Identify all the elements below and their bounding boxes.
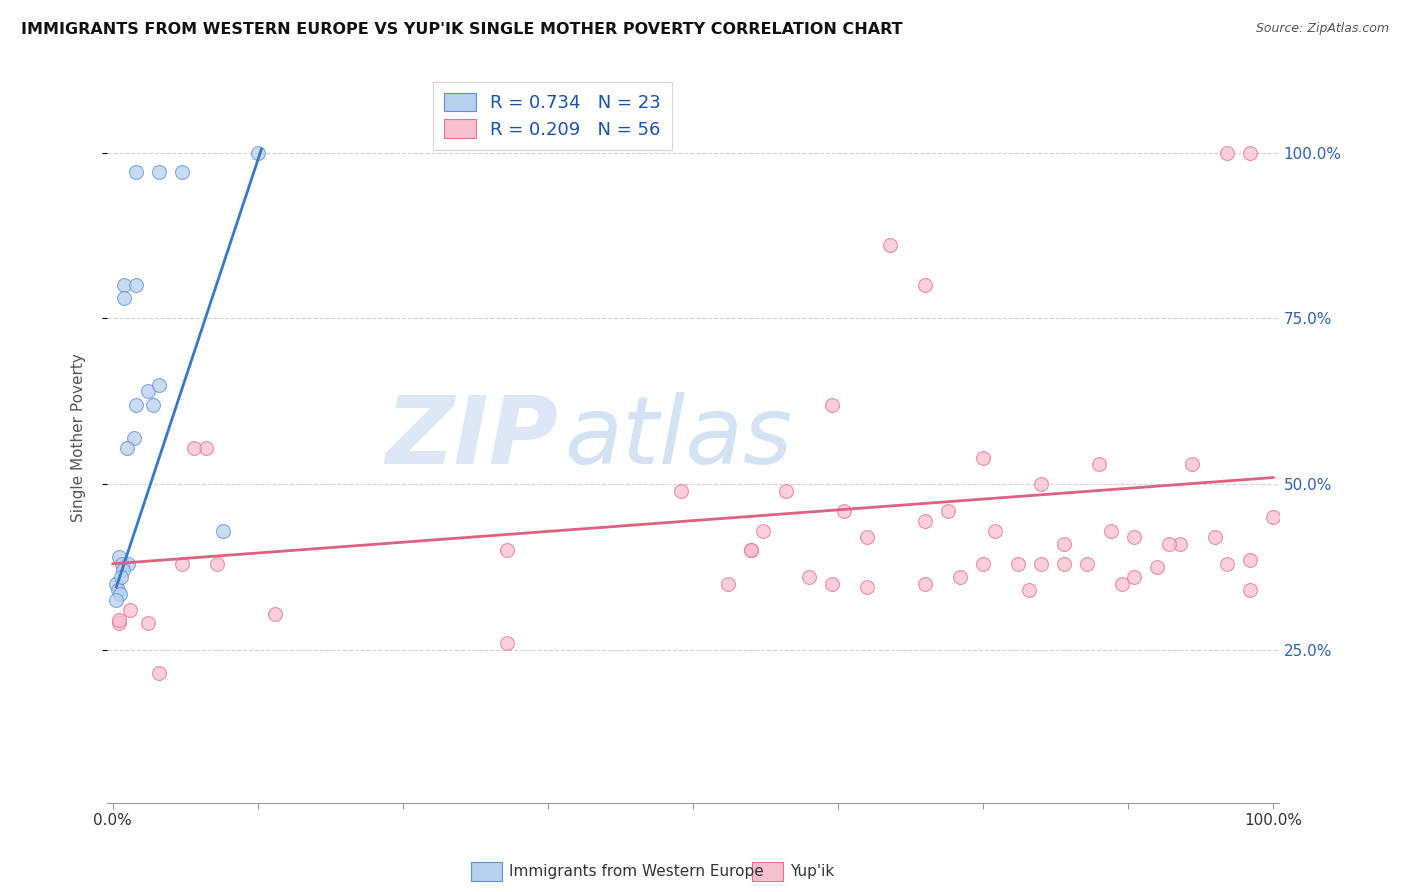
Point <box>194 441 217 455</box>
Point <box>112 563 135 577</box>
Point <box>1029 477 1052 491</box>
Point <box>949 570 972 584</box>
Point <box>136 384 159 399</box>
Point <box>125 278 148 293</box>
Point <box>1181 457 1204 471</box>
Point <box>107 583 129 598</box>
Text: IMMIGRANTS FROM WESTERN EUROPE VS YUP'IK SINGLE MOTHER POVERTY CORRELATION CHART: IMMIGRANTS FROM WESTERN EUROPE VS YUP'IK… <box>21 22 903 37</box>
Point <box>821 576 844 591</box>
Point <box>105 593 128 607</box>
Point <box>1088 457 1111 471</box>
Point <box>740 543 762 558</box>
Point <box>1053 537 1076 551</box>
Point <box>797 570 820 584</box>
Point <box>856 580 879 594</box>
Point <box>1018 583 1040 598</box>
Point <box>120 603 142 617</box>
Point <box>111 557 134 571</box>
Point <box>914 514 936 528</box>
Point <box>172 557 194 571</box>
Point <box>125 165 148 179</box>
Point <box>972 450 994 465</box>
Point <box>264 607 287 621</box>
Point <box>1146 560 1168 574</box>
Point <box>983 524 1005 538</box>
Point <box>936 504 959 518</box>
Y-axis label: Single Mother Poverty: Single Mother Poverty <box>72 353 86 522</box>
Point <box>1122 570 1144 584</box>
Point <box>183 441 205 455</box>
Point <box>108 586 131 600</box>
Point <box>496 636 519 650</box>
Point <box>1076 557 1098 571</box>
Point <box>117 557 139 571</box>
Point <box>136 616 159 631</box>
Point <box>1029 557 1052 571</box>
Point <box>1204 530 1226 544</box>
Point <box>115 441 138 455</box>
Point <box>1168 537 1191 551</box>
Point <box>110 570 132 584</box>
Point <box>1239 145 1261 160</box>
Point <box>107 550 129 565</box>
Point <box>972 557 994 571</box>
Point <box>114 292 136 306</box>
Point <box>114 278 136 293</box>
Point <box>1099 524 1122 538</box>
Point <box>172 165 194 179</box>
Point <box>914 278 936 293</box>
Point <box>1239 553 1261 567</box>
Point <box>148 666 170 681</box>
Text: ZIP: ZIP <box>385 392 558 483</box>
Point <box>1157 537 1180 551</box>
Point <box>1215 145 1237 160</box>
Point <box>105 576 128 591</box>
Text: Source: ZipAtlas.com: Source: ZipAtlas.com <box>1256 22 1389 36</box>
Point <box>496 543 519 558</box>
Point <box>775 483 797 498</box>
Point <box>1053 557 1076 571</box>
Point <box>717 576 740 591</box>
Point <box>1122 530 1144 544</box>
Point <box>122 431 145 445</box>
Point <box>1239 583 1261 598</box>
Point <box>879 238 901 252</box>
Point <box>1111 576 1133 591</box>
Point <box>914 576 936 591</box>
Point <box>107 613 129 627</box>
Text: Immigrants from Western Europe: Immigrants from Western Europe <box>509 864 763 879</box>
Point <box>207 557 229 571</box>
Text: Yup'ik: Yup'ik <box>790 864 834 879</box>
Point <box>1261 510 1284 524</box>
Point <box>821 398 844 412</box>
Point <box>1007 557 1029 571</box>
Point <box>142 398 165 412</box>
Point <box>212 524 235 538</box>
Legend: R = 0.734   N = 23, R = 0.209   N = 56: R = 0.734 N = 23, R = 0.209 N = 56 <box>433 82 672 150</box>
Text: atlas: atlas <box>564 392 793 483</box>
Point <box>125 398 148 412</box>
Point <box>148 165 170 179</box>
Point <box>856 530 879 544</box>
Point <box>751 524 773 538</box>
Point <box>671 483 693 498</box>
Point <box>107 616 129 631</box>
Point <box>832 504 855 518</box>
Point <box>246 145 269 160</box>
Point <box>148 377 170 392</box>
Point <box>1215 557 1237 571</box>
Point <box>740 543 762 558</box>
